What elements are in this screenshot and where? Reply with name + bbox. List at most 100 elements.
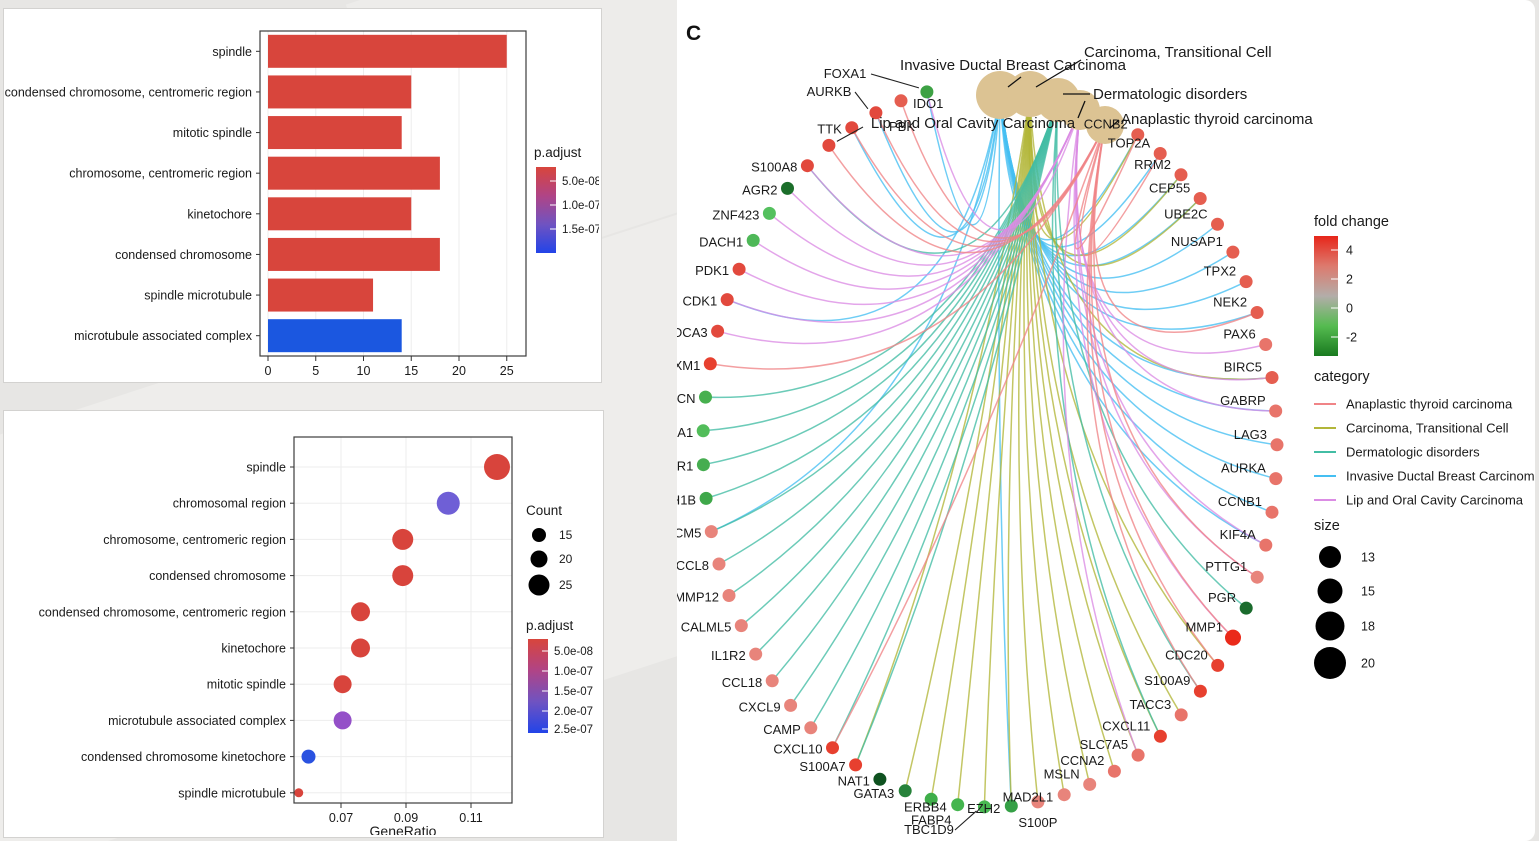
gene-label-FOXM1: FOXM1 — [677, 358, 700, 373]
fold-change-tick-label: 4 — [1346, 244, 1353, 258]
edge — [999, 94, 1161, 248]
edge — [740, 99, 1059, 627]
label-pointer — [854, 91, 869, 110]
bar-kinetochore — [268, 197, 412, 231]
gene-node-IL1R2 — [749, 647, 763, 661]
gene-node-CXCL10 — [826, 741, 839, 755]
gene-node-S100A8 — [800, 159, 814, 173]
bar-category-label: condensed chromosome, centromeric region — [5, 85, 252, 99]
gene-node-CEP55 — [1193, 192, 1207, 205]
dot-condensed-chromosome-kinetochore — [301, 749, 316, 764]
gene-label-ZNF423: ZNF423 — [712, 207, 759, 222]
dot-row-label: chromosomal region — [173, 497, 286, 511]
gene-label-CAMP: CAMP — [763, 722, 801, 737]
dot-mitotic-spindle — [333, 675, 352, 694]
category-legend-label: Dermatologic disorders — [1346, 445, 1480, 460]
legend-tick-label: 1.5e-07 — [554, 686, 593, 698]
label-pointer — [954, 810, 977, 831]
dot-row-label: condensed chromosome, centromeric region — [39, 605, 286, 619]
gene-node-AURKB — [869, 106, 883, 120]
edge — [703, 99, 1059, 432]
dot-kinetochore — [351, 638, 370, 658]
gene-label-ACKR1: ACKR1 — [677, 459, 693, 474]
hub-node-Anaplastic-thyroid-carcinoma — [1086, 106, 1124, 144]
dot-row-label: spindle microtubule — [178, 786, 286, 800]
dot-row-label: condensed chromosome kinetochore — [81, 750, 286, 764]
gene-label-CCL8: CCL8 — [677, 558, 709, 573]
gene-label-SLC7A5: SLC7A5 — [1080, 737, 1128, 752]
gene-label-EMCN: EMCN — [677, 391, 696, 406]
legend-tick-label: 2.5e-07 — [554, 724, 593, 736]
gene-node-EZH2 — [1004, 799, 1018, 813]
gene-label-CXCL9: CXCL9 — [739, 699, 781, 714]
legend-title-count: Count — [526, 503, 562, 518]
category-pointer — [1007, 76, 1022, 88]
legend-tick-label: 2.0e-07 — [554, 706, 593, 718]
bar-category-label: condensed chromosome — [115, 248, 252, 262]
gene-node-IDO1 — [894, 94, 908, 108]
legend-tick-label: 1.0e-07 — [562, 200, 599, 212]
gene-node-DACH1 — [746, 233, 760, 247]
gene-label-S100A9: S100A9 — [1144, 673, 1190, 688]
gene-label-FOXA1: FOXA1 — [824, 66, 867, 81]
category-label-Carcinoma-Transitional-Cell: Carcinoma, Transitional Cell — [1084, 44, 1272, 61]
gene-node-FOXA1 — [920, 85, 934, 99]
category-legend-label: Lip and Oral Cavity Carcinoma — [1346, 493, 1524, 508]
gene-node-FABP4 — [924, 792, 938, 806]
gene-node-NAT1 — [873, 772, 887, 786]
edge — [705, 99, 1059, 399]
edge — [705, 99, 1059, 500]
gene-label-FABP4: FABP4 — [911, 812, 951, 827]
x-tick-label: 20 — [452, 364, 466, 378]
bar-category-label: kinetochore — [187, 207, 252, 221]
edge — [999, 94, 1139, 241]
x-tick-label: 10 — [357, 364, 371, 378]
size-legend-label: 13 — [1361, 551, 1375, 565]
edge — [999, 94, 1267, 546]
gene-node-CCNA2 — [1107, 764, 1121, 778]
edge — [1093, 124, 1258, 334]
legend-tick-label: 1.5e-07 — [562, 224, 599, 236]
fold-change-tick-label: 0 — [1346, 302, 1353, 316]
edge — [806, 109, 1081, 257]
go-enrichment-dotplot-card: spindle chromosomal region chromosome, cen… — [3, 410, 604, 838]
gene-node-PGR — [1239, 601, 1253, 615]
gene-label-UBE2C: UBE2C — [1164, 206, 1207, 221]
gene-node-RRM2 — [1174, 168, 1188, 182]
legend-count-label: 25 — [559, 578, 573, 592]
gene-node-MCM5 — [704, 525, 718, 539]
edge — [789, 99, 1059, 706]
gene-label-CCL18: CCL18 — [722, 675, 762, 690]
bar-category-label: microtubule associated complex — [74, 329, 253, 343]
gene-label-BIRC5: BIRC5 — [1224, 360, 1262, 375]
legend-title-size: size — [1314, 518, 1340, 534]
gene-label-ERBB4: ERBB4 — [904, 800, 947, 815]
gene-label-DACH1: DACH1 — [699, 234, 743, 249]
gene-node-CXCL9 — [784, 698, 798, 712]
edge — [1093, 124, 1258, 578]
bar-category-label: chromosome, centromeric region — [69, 167, 252, 181]
legend-count-circle — [530, 550, 548, 568]
padjust-gradient-bar — [536, 167, 556, 253]
gene-label-IL1R2: IL1R2 — [711, 648, 746, 663]
dot-row-label: kinetochore — [221, 642, 286, 656]
gene-label-COL17A1: COL17A1 — [677, 425, 693, 440]
dot-condensed-chromosome — [392, 565, 414, 587]
gene-label-RRM2: RRM2 — [1134, 157, 1171, 172]
gene-label-PBK: PBK — [889, 119, 915, 134]
gene-label-S100P: S100P — [1018, 815, 1057, 830]
category-legend-label: Carcinoma, Transitional Cell — [1346, 421, 1509, 436]
x-tick-label: 15 — [404, 364, 418, 378]
edge — [926, 91, 1001, 226]
gene-node-CDCA3 — [711, 324, 725, 338]
category-label-Lip-and-Oral-Cavity-Carcinoma: Lip and Oral Cavity Carcinoma — [871, 115, 1076, 132]
edge — [875, 94, 1001, 233]
gene-label-GABRP: GABRP — [1220, 393, 1266, 408]
gene-node-BIRC5 — [1265, 371, 1279, 384]
gene-label-CXCL10: CXCL10 — [773, 742, 822, 757]
edge — [1029, 93, 1201, 267]
gene-node-SLC7A5 — [1131, 748, 1145, 762]
gene-label-MAD2L1: MAD2L1 — [1003, 790, 1054, 805]
bar-condensed-chromosome — [268, 237, 440, 271]
label-pointer — [836, 126, 864, 142]
